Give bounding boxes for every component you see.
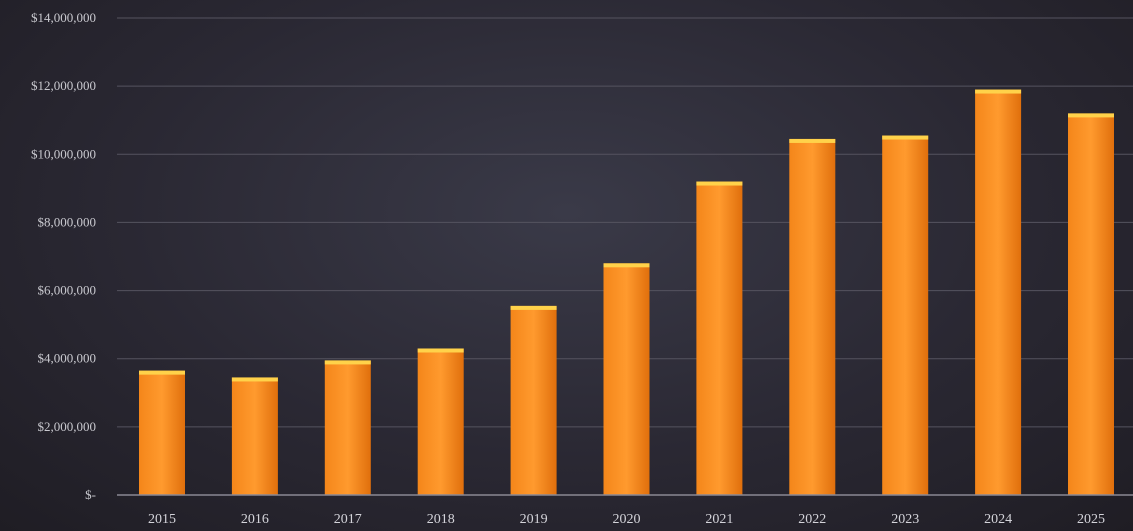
bar-2015 (139, 370, 185, 495)
bar-cap-2023 (882, 135, 929, 140)
bar-2017 (324, 360, 371, 495)
x-tick-label: 2016 (241, 512, 269, 527)
bar-cap-2021 (696, 181, 743, 186)
bar-cap-2024 (975, 89, 1022, 94)
x-tick-label: 2025 (1077, 512, 1105, 527)
x-tick-label: 2021 (705, 512, 733, 527)
bar-2018 (417, 348, 464, 495)
x-tick-label: 2024 (984, 512, 1012, 527)
y-tick-label: $14,000,000 (31, 10, 96, 25)
y-tick-label: $12,000,000 (31, 78, 96, 93)
y-tick-label: $2,000,000 (38, 419, 97, 434)
y-tick-label: $- (85, 487, 96, 502)
y-tick-label: $8,000,000 (38, 214, 97, 229)
y-axis-ticks: $- $2,000,000 $4,000,000 $6,000,000 $8,000,0… (31, 10, 96, 502)
bar-cap-2017 (324, 360, 371, 365)
bar-cap-2015 (139, 370, 185, 375)
x-tick-label: 2023 (891, 512, 919, 527)
x-tick-label: 2018 (427, 512, 455, 527)
x-tick-label: 2015 (148, 512, 176, 527)
bar-cap-2025 (1068, 113, 1114, 118)
x-axis-ticks: 2015 2016 2017 2018 2019 2020 2021 2022 2023 2024… (148, 512, 1105, 527)
bar-2020 (603, 263, 650, 495)
bar-2024 (975, 89, 1022, 496)
bar-2025 (1068, 113, 1114, 496)
y-tick-label: $10,000,000 (31, 146, 96, 161)
x-tick-label: 2017 (334, 512, 362, 527)
x-tick-label: 2022 (798, 512, 826, 527)
bars (139, 89, 1114, 496)
bar-cap-2022 (789, 138, 836, 143)
x-tick-label: 2020 (613, 512, 641, 527)
bar-2019 (510, 305, 557, 495)
bar-2022 (789, 138, 836, 496)
bar-2021 (696, 181, 743, 496)
y-tick-label: $6,000,000 (38, 283, 97, 298)
bar-cap-2020 (603, 263, 650, 268)
y-tick-label: $4,000,000 (38, 351, 97, 366)
bar-cap-2016 (231, 377, 278, 382)
bar-cap-2019 (510, 305, 557, 310)
bar-cap-2018 (417, 348, 464, 353)
bar-2023 (882, 135, 929, 495)
bar-2016 (231, 377, 278, 495)
x-tick-label: 2019 (520, 512, 548, 527)
